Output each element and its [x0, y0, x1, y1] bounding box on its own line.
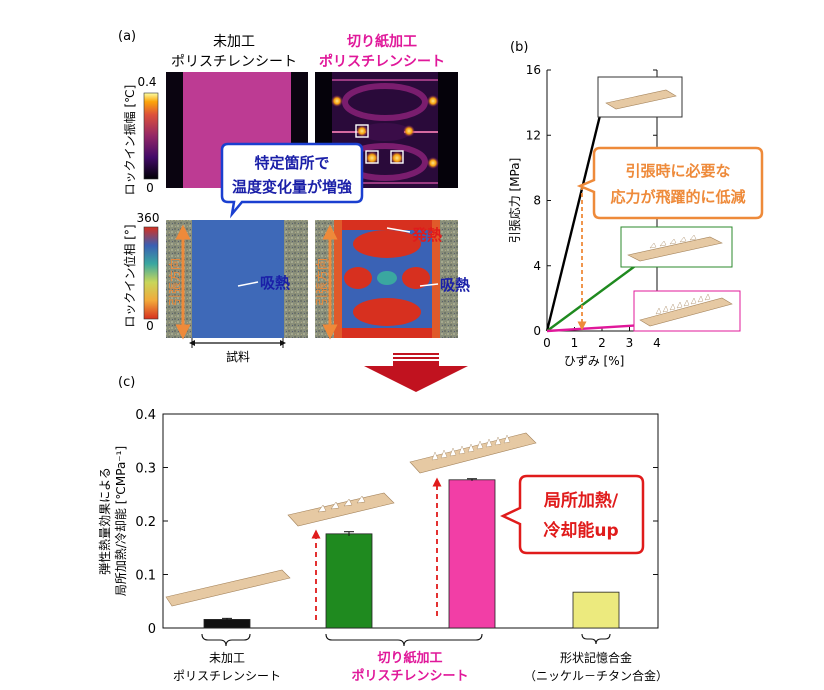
panel-a: (a) 未加工 ポリスチレンシート 切り紙加工 ポリスチレンシート 0.4 0 … — [118, 29, 470, 364]
heading-untreated-1: 未加工 — [213, 34, 255, 50]
bar-3 — [572, 591, 620, 629]
callout-enhancement-line2: 温度変化量が増強 — [232, 178, 352, 196]
phase-axis-label: ロックイン位相 [°] — [122, 224, 137, 327]
panel-b-label: (b) — [510, 40, 528, 55]
callout-stress-line2: 応力が飛躍的に低減 — [610, 188, 745, 206]
y-axis-title: 引張応力 [MPa] — [508, 158, 522, 244]
x-tick-label: 4 — [653, 336, 661, 350]
callout-enhancement: 特定箇所で 温度変化量が増強 — [220, 142, 364, 219]
heading-kirigami-1: 切り紙加工 — [347, 33, 417, 50]
stretch-direction-kirigami: 引張方向 — [314, 224, 338, 340]
y-axis-title-line1: 弾性熱量効果による — [97, 467, 112, 575]
group-untreated-line1: 未加工 — [209, 651, 245, 665]
panel-a-label: (a) — [118, 29, 136, 44]
x-tick-label: 1 — [571, 336, 579, 350]
exothermic-label: 発熱 — [411, 226, 442, 244]
stress-strain-line-1 — [546, 254, 650, 332]
stress-strain-line-2 — [546, 324, 638, 333]
group-kirigami-line1: 切り紙加工 — [377, 650, 442, 666]
group-untreated-line2: ポリスチレンシート — [173, 669, 281, 683]
stretch-label-kirigami: 引張方向 — [314, 258, 329, 306]
bar-0 — [203, 619, 251, 629]
bar-2 — [448, 479, 496, 629]
phase-map-kirigami — [315, 220, 458, 338]
callout-cooling-line2: 冷却能up — [543, 520, 618, 541]
callout-stress-reduction: 引張時に必要な 応力が飛躍的に低減 — [576, 146, 764, 220]
amplitude-colorbar — [143, 92, 159, 180]
sheet-image-untreated-b — [597, 76, 683, 118]
callout-cooling-up: 局所加熱/ 冷却能up — [500, 474, 645, 555]
callout-enhancement-line1: 特定箇所で — [254, 154, 329, 172]
stress-strain-line-0 — [545, 95, 606, 332]
sheet-image-kirigami-b-green — [620, 226, 733, 268]
sample-label: 試料 — [226, 349, 250, 364]
brace-sma — [581, 633, 611, 645]
callout-stress-line1: 引張時に必要な — [625, 162, 730, 180]
y-tick-label: 16 — [526, 63, 541, 77]
endothermic-label-untreated: 吸熱 — [260, 274, 290, 292]
heading-kirigami-2: ポリスチレンシート — [319, 53, 445, 70]
group-kirigami-line2: ポリスチレンシート — [351, 668, 468, 684]
x-axis-title: ひずみ [%] — [564, 354, 625, 368]
y-tick-label: 0 — [148, 622, 156, 637]
group-braces — [201, 633, 611, 647]
amp-tick-max: 0.4 — [137, 75, 156, 89]
sheet-image-kirigami-b-magenta — [633, 290, 741, 332]
y-tick-label: 4 — [533, 259, 541, 273]
amplitude-map-untreated — [166, 72, 308, 188]
x-tick-label: 3 — [626, 336, 634, 350]
heading-untreated-2: ポリスチレンシート — [171, 54, 297, 70]
cooling-capacity-bar-chart: 0 0.1 0.2 0.3 0.4 弾性熱量効果による 局所加熱/冷却能 [℃MPa⁻¹] — [97, 408, 659, 637]
stretch-direction-untreated: 引張方向 — [167, 224, 191, 340]
stretch-label-untreated: 引張方向 — [167, 258, 182, 306]
brace-untreated — [201, 633, 251, 647]
amplitude-axis-label: ロックイン振幅 [℃] — [122, 85, 137, 196]
sheet-image-untreated-c — [165, 569, 291, 607]
x-tick-label: 2 — [598, 336, 606, 350]
phase-tick-min: 0 — [146, 319, 154, 333]
panel-c-label: (c) — [118, 375, 135, 390]
sheet-image-kirigami-c-magenta — [409, 432, 537, 474]
group-sma-line2: （ニッケル－チタン合金） — [524, 668, 668, 683]
y-tick-label: 8 — [533, 194, 541, 208]
bar-1 — [325, 533, 373, 629]
y-tick-label: 0.1 — [135, 569, 156, 584]
y-tick-label: 0 — [533, 324, 541, 338]
sheet-image-kirigami-c-green — [287, 492, 395, 527]
y-tick-label: 0.2 — [135, 515, 156, 530]
group-sma-line1: 形状記憶合金 — [560, 650, 632, 665]
sample-width-indicator: 試料 — [189, 338, 286, 364]
y-tick-label: 0.4 — [135, 408, 156, 423]
endothermic-label-kirigami: 吸熱 — [440, 276, 470, 294]
x-tick-label: 0 — [543, 336, 551, 350]
transition-arrow — [364, 353, 468, 392]
callout-cooling-line1: 局所加熱/ — [544, 490, 619, 511]
phase-tick-max: 360 — [137, 211, 160, 225]
y-tick-label: 12 — [526, 128, 541, 142]
panel-c: (c) 0 0.1 0.2 0.3 0.4 弾性熱量効果による 局所加熱/冷却能 [℃MPa… — [97, 375, 668, 684]
y-axis-title-line2: 局所加熱/冷却能 [℃MPa⁻¹] — [114, 446, 128, 596]
phase-colorbar — [143, 226, 159, 320]
y-tick-label: 0.3 — [135, 462, 156, 477]
amp-tick-min: 0 — [146, 181, 154, 195]
brace-kirigami — [325, 633, 483, 647]
